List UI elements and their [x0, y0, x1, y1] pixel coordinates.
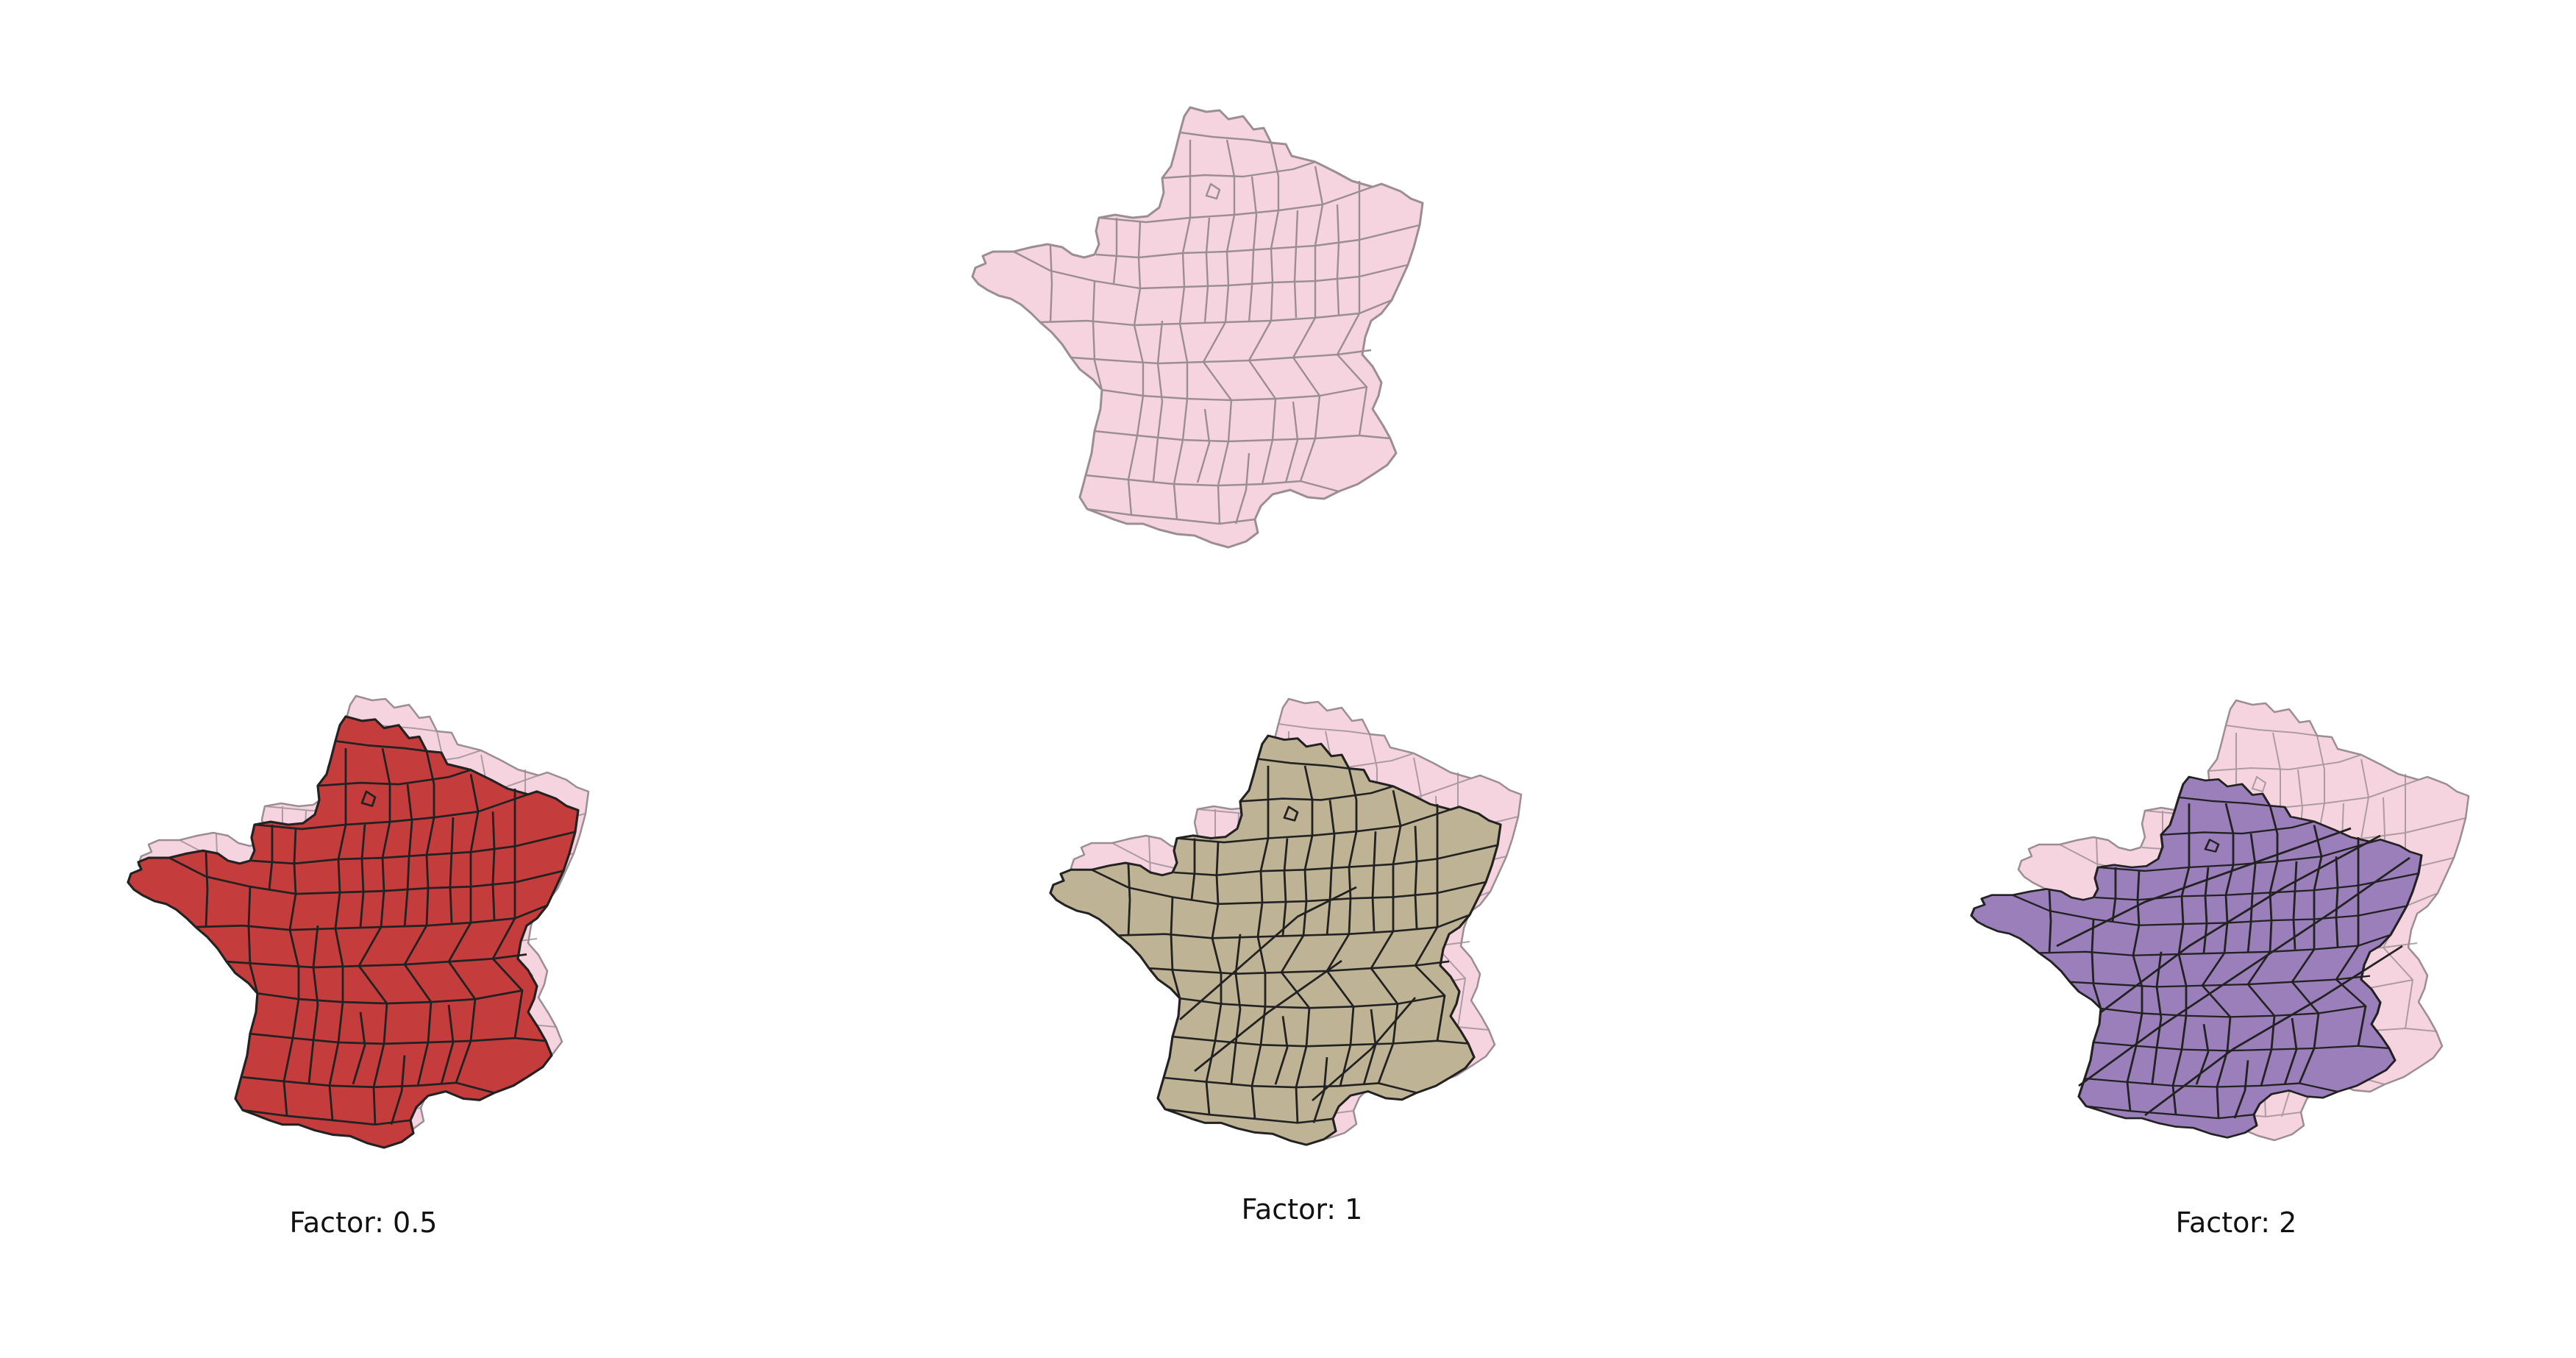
- map-factor-0-5: [127, 694, 590, 1149]
- caption-factor-0-5: Factor: 0.5: [289, 1206, 438, 1239]
- caption-factor-1: Factor: 1: [1241, 1193, 1363, 1226]
- caption-factor-2: Factor: 2: [2175, 1206, 2297, 1239]
- map-factor-1: [1049, 697, 1523, 1146]
- map-original: [971, 106, 1424, 549]
- map-factor-2: [1970, 699, 2470, 1142]
